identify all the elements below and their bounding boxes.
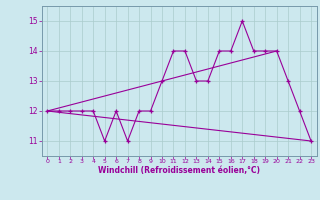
X-axis label: Windchill (Refroidissement éolien,°C): Windchill (Refroidissement éolien,°C) — [98, 166, 260, 175]
